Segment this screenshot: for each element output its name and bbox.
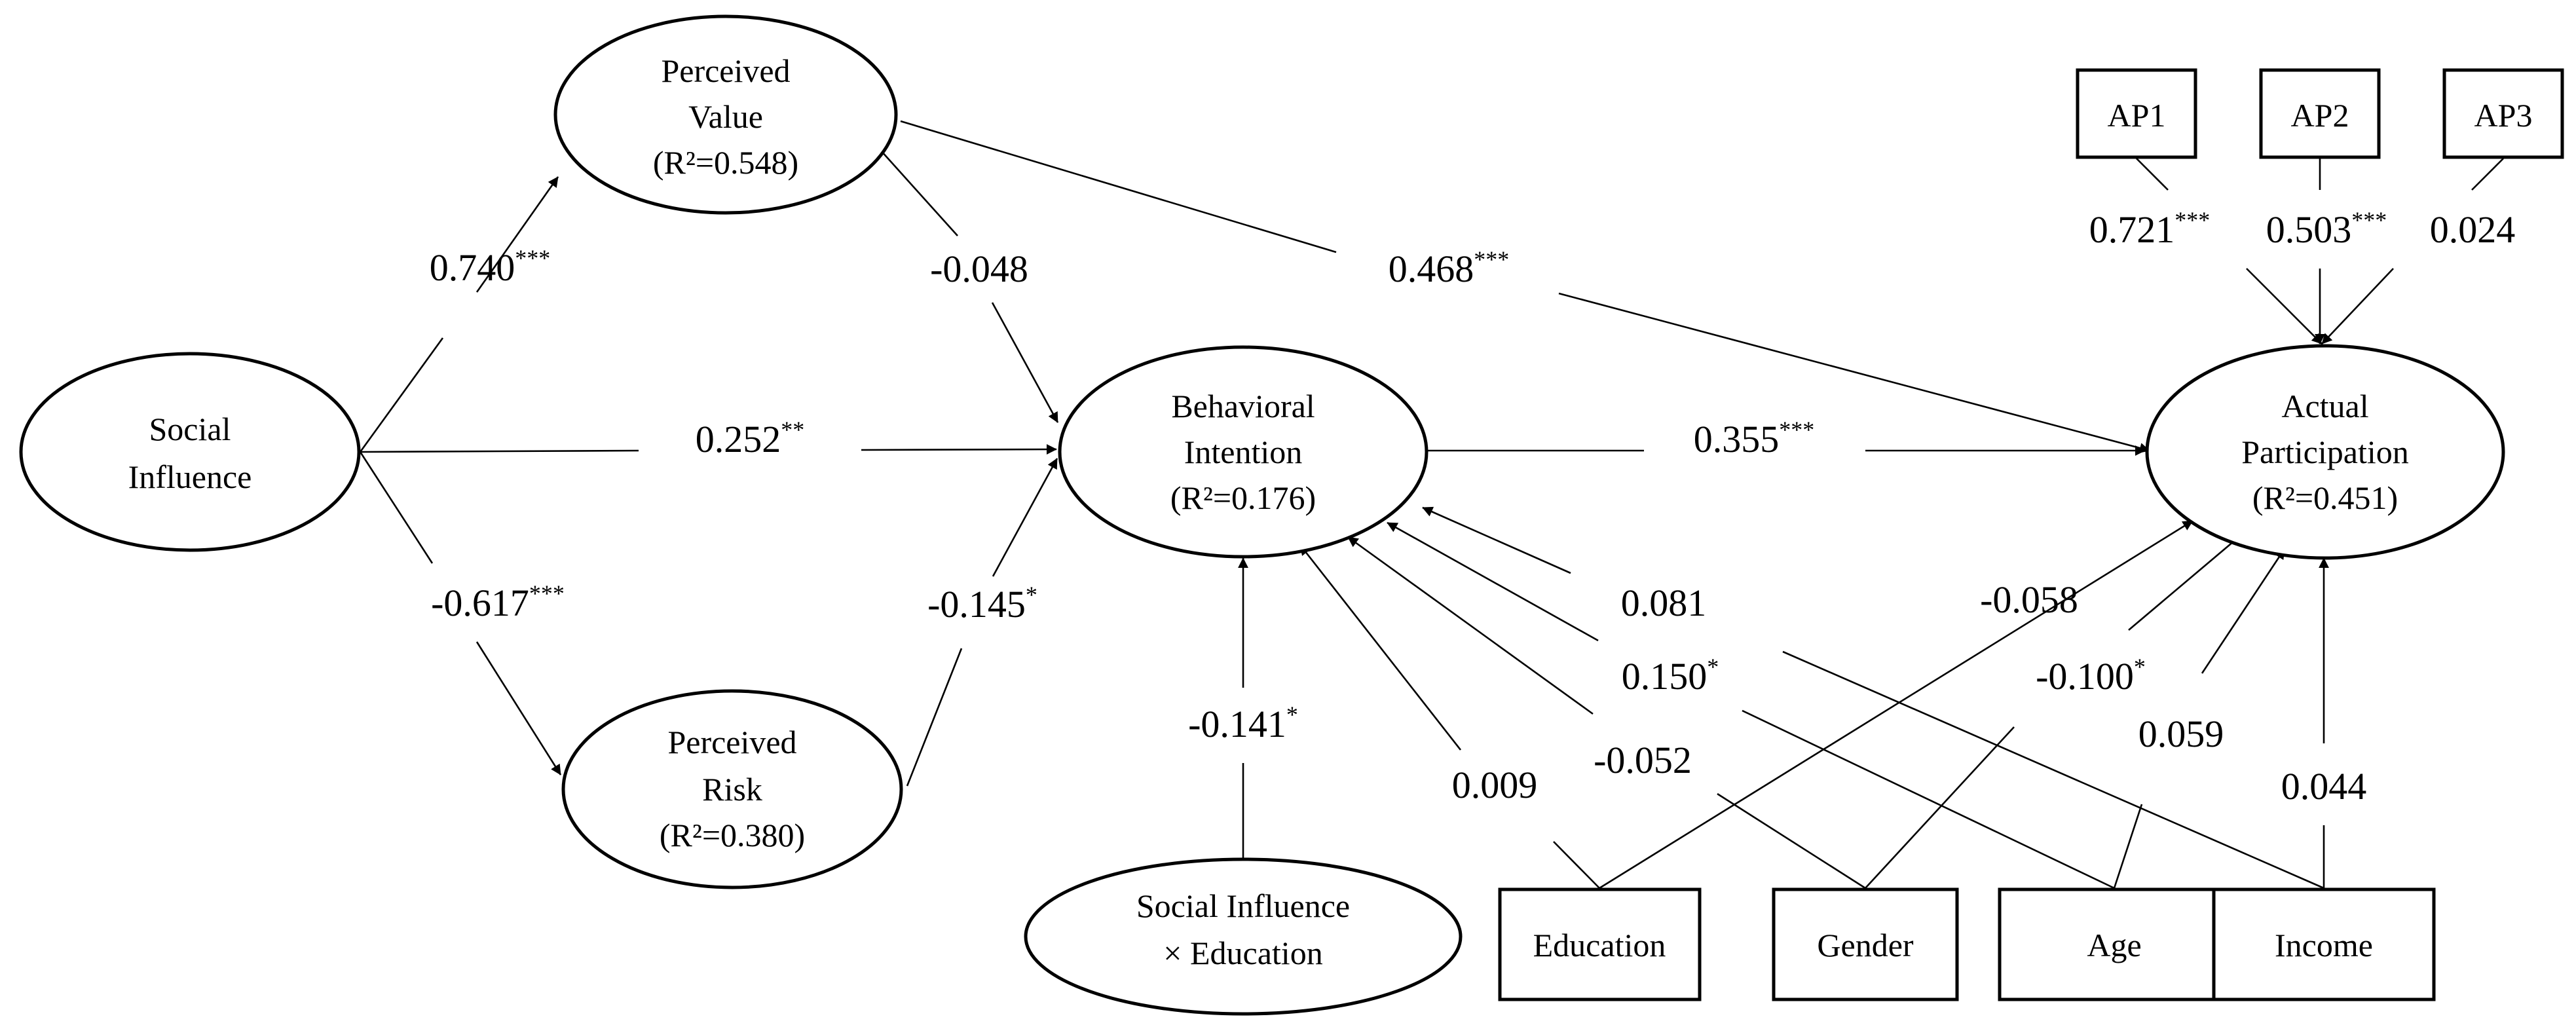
coef-age-ap: 0.059 (2138, 713, 2224, 755)
node-perceived-value-line1: Perceived (661, 52, 790, 89)
edge-pv-ap-head (1558, 292, 2150, 453)
node-six-line2: × Education (1163, 935, 1322, 971)
edge-ap1-ap (2136, 158, 2169, 191)
node-social-influence-line2: Influence (128, 458, 252, 495)
edge-pv-ap (900, 120, 1337, 253)
node-gender-label: Gender (1817, 927, 1913, 963)
edge-edu-ap (1599, 519, 2193, 889)
node-ap1: AP1 (2076, 68, 2197, 159)
node-gender: Gender (1772, 887, 1959, 1001)
edge-si-pv-head (476, 176, 559, 293)
node-social-influence-x-education: Social Influence × Education (1024, 857, 1463, 1016)
coef-edu-ap: -0.058 (1980, 578, 2078, 621)
edge-age-ap-head (2201, 548, 2286, 674)
node-education-label: Education (1533, 927, 1666, 963)
edge-age-ap (2113, 804, 2143, 889)
node-behavioral-intention-line1: Behavioral (1171, 388, 1315, 424)
edge-pv-bi-head (991, 302, 1059, 423)
coef-si-bi: 0.252** (696, 417, 805, 460)
edge-pr-bi-head (992, 458, 1058, 577)
node-ap1-label: AP1 (2108, 97, 2166, 134)
node-education: Education (1498, 887, 1702, 1001)
node-perceived-value-r2: (R²=0.548) (653, 144, 798, 181)
coef-pv-ap: 0.468*** (1389, 246, 1510, 290)
node-perceived-risk-r2: (R²=0.380) (660, 817, 805, 853)
coef-inc-bi: 0.081 (1621, 582, 1707, 624)
node-age: Age (1998, 887, 2231, 1001)
node-six-line1: Social Influence (1136, 887, 1350, 924)
edge-age-bi-head (1387, 521, 1599, 642)
node-ap2: AP2 (2259, 68, 2381, 159)
edge-si-pr (359, 451, 434, 564)
edge-gen-ap-head (2128, 530, 2247, 631)
coef-si-pr: -0.617*** (431, 580, 565, 624)
node-perceived-risk-line2: Risk (702, 771, 762, 808)
node-ap3: AP3 (2442, 68, 2564, 159)
node-behavioral-intention-r2: (R²=0.176) (1170, 479, 1316, 516)
edge-edu-bi-head (1299, 544, 1462, 751)
node-income-label: Income (2275, 927, 2373, 963)
coef-gen-ap: -0.100* (2036, 654, 2146, 698)
node-income: Income (2212, 887, 2436, 1001)
edge-gen-bi (1717, 792, 1866, 889)
coef-inc-ap: 0.044 (2281, 765, 2367, 808)
node-actual-participation: Actual Participation (R²=0.451) (2145, 344, 2505, 560)
node-perceived-value: Perceived Value (R²=0.548) (553, 14, 898, 215)
coef-edu-bi: 0.009 (1452, 764, 1538, 806)
edge-gen-bi-head (1347, 536, 1594, 715)
node-behavioral-intention-line2: Intention (1184, 434, 1303, 470)
edge-inc-bi (1782, 650, 2324, 889)
edge-si-pr-head (476, 641, 562, 775)
edge-si-pv (359, 337, 444, 453)
edge-si-bi-head (861, 444, 1057, 455)
coef-age-bi: 0.150* (1622, 654, 1719, 698)
node-actual-participation-line1: Actual (2281, 388, 2368, 424)
coef-ap1-ap: 0.721*** (2089, 207, 2211, 251)
coef-gen-bi: -0.052 (1594, 739, 1692, 781)
edge-pr-bi (906, 648, 963, 787)
coef-si-pv: 0.740*** (430, 245, 551, 289)
coef-pv-bi: -0.048 (930, 248, 1028, 290)
edge-gen-ap (1865, 726, 2015, 889)
node-perceived-risk: Perceived Risk (R²=0.380) (561, 689, 903, 889)
node-ap2-label: AP2 (2291, 97, 2349, 134)
edge-si-bi (360, 449, 639, 453)
coef-ap3-ap: 0.024 (2430, 208, 2516, 251)
node-age-label: Age (2087, 927, 2141, 963)
edge-pv-bi (880, 150, 958, 236)
node-perceived-risk-line1: Perceived (667, 724, 796, 760)
node-actual-participation-line2: Participation (2241, 434, 2409, 470)
edge-inc-bi-head (1422, 506, 1571, 574)
edge-edu-bi (1553, 841, 1600, 889)
node-ap3-label: AP3 (2474, 97, 2533, 134)
edge-age-bi (1742, 709, 2115, 889)
edge-ap3-ap-head (2321, 268, 2394, 345)
node-social-influence-line1: Social (149, 411, 231, 447)
node-perceived-value-line2: Value (688, 98, 763, 135)
edge-ap1-ap-head (2246, 268, 2323, 345)
coef-bi-ap: 0.355*** (1694, 417, 1815, 460)
coef-six-bi: -0.141* (1188, 701, 1298, 745)
coef-pr-bi: -0.145* (927, 582, 1037, 625)
edge-ap3-ap (2471, 158, 2504, 191)
node-behavioral-intention: Behavioral Intention (R²=0.176) (1058, 345, 1428, 559)
coef-ap2-ap: 0.503*** (2266, 207, 2387, 251)
node-actual-participation-r2: (R²=0.451) (2252, 479, 2398, 516)
node-social-influence: Social Influence (19, 352, 361, 552)
